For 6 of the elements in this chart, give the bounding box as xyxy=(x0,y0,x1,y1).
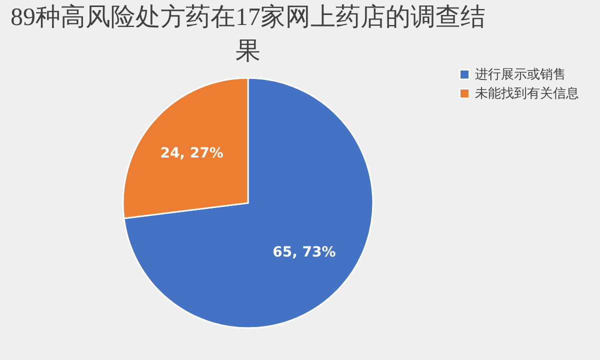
legend-label: 进行展示或销售 xyxy=(475,68,566,82)
legend-label: 未能找到有关信息 xyxy=(475,86,579,102)
data-label: 24, 27% xyxy=(160,145,224,162)
data-label: 65, 73% xyxy=(272,244,336,261)
chart-title: 89种高风险处方药在17家网上药店的调查结果 xyxy=(10,3,486,65)
pie-slice xyxy=(123,77,374,329)
